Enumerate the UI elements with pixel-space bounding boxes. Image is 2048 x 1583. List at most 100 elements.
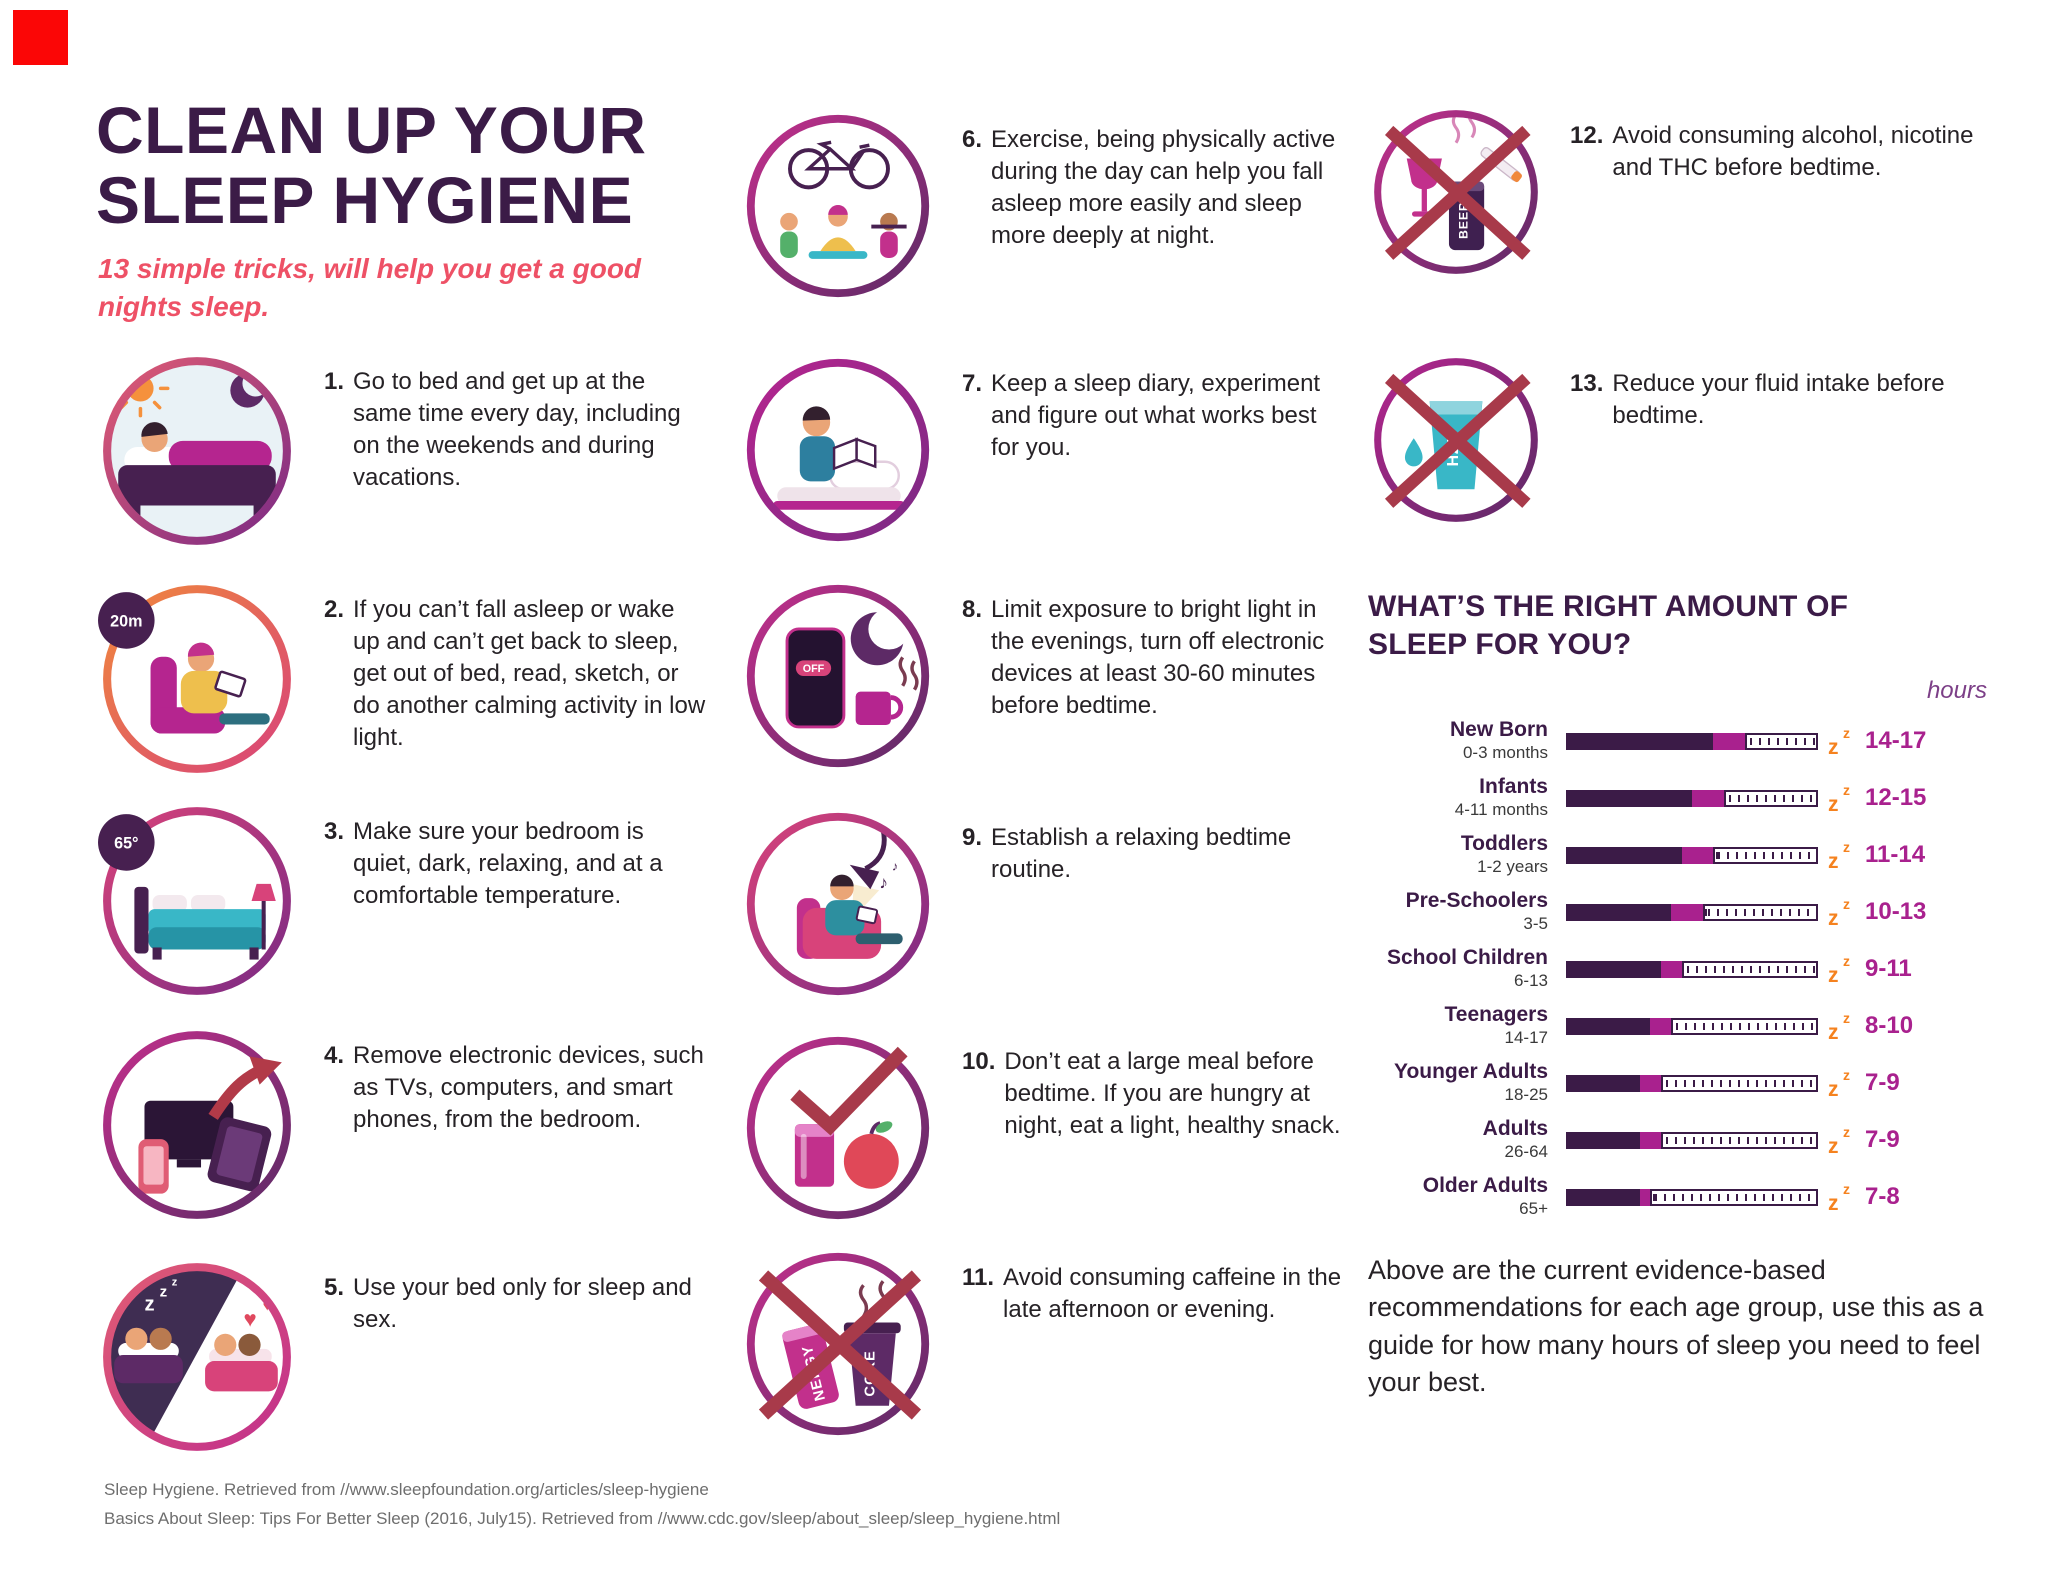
no-caffeine-icon: NERGY COKE [740, 1246, 936, 1442]
hours-value: 9-11 [1865, 955, 1912, 983]
footer-citations: Sleep Hygiene. Retrieved from //www.slee… [104, 1476, 1060, 1534]
age-range-label: 1-2 years [1477, 857, 1548, 877]
sleep-bar [1566, 732, 1818, 750]
sleep-bar [1566, 1074, 1818, 1092]
tip-number: 2. [324, 596, 345, 623]
bedtime-routine-icon: ♪ ♪ [740, 806, 936, 1002]
tip-number: 6. [962, 126, 983, 153]
tip-body: Reduce your fluid intake before bedtime. [1612, 370, 1945, 429]
age-range-label: 0-3 months [1462, 743, 1548, 763]
tip-number: 13. [1570, 370, 1604, 397]
citation-line-2: Basics About Sleep: Tips For Better Slee… [104, 1508, 1061, 1528]
svg-text:z: z [144, 1294, 154, 1316]
no-alcohol-icon: BEER [1368, 104, 1544, 280]
age-group-label: Adults [1482, 1117, 1548, 1141]
tip-item-12: BEER 12. Avoid consuming alcohol, nicotin… [1368, 104, 1980, 280]
tip-item-3: 65° 3. Make sure your bedroom is quiet, d… [96, 800, 706, 1002]
remove-devices-icon [96, 1024, 298, 1226]
tip-body: Establish a relaxing bedtime routine. [991, 824, 1292, 883]
no-fluids-icon: H20 [1368, 352, 1544, 528]
age-range-label: 3-5 [1523, 914, 1548, 934]
tip-number: 4. [324, 1042, 345, 1069]
age-group-label: New Born [1449, 718, 1548, 742]
chart-heading: WHAT’S THE RIGHT AMOUNT OF SLEEP FOR YOU… [1368, 590, 1849, 662]
tip-body: Don’t eat a large meal before bedtime. I… [1004, 1048, 1341, 1139]
hours-value: 7-9 [1865, 1126, 1900, 1154]
age-group-label: Older Adults [1422, 1174, 1548, 1198]
tip-body: Avoid consuming alcohol, nicotine and TH… [1612, 122, 1974, 181]
svg-text:OFF: OFF [803, 663, 825, 675]
tip-number: 11. [962, 1264, 995, 1291]
age-range-label: 18-25 [1504, 1085, 1548, 1105]
sleep-hours-chart: WHAT’S THE RIGHT AMOUNT OF SLEEP FOR YOU… [1368, 588, 1993, 1226]
brand-mark [13, 10, 68, 65]
sleep-bar [1566, 903, 1818, 921]
tip-body: Limit exposure to bright light in the ev… [991, 596, 1325, 719]
tip-body: Go to bed and get up at the same time ev… [353, 368, 681, 491]
hours-value: 12-15 [1865, 784, 1927, 812]
tip-number: 7. [962, 370, 983, 397]
tip-item-5: z z z ♥ ♥ 5. Use your bed only for sleep … [96, 1256, 706, 1458]
tip-number: 5. [324, 1274, 345, 1301]
age-group-label: Younger Adults [1394, 1060, 1548, 1084]
svg-text:z: z [273, 363, 278, 374]
tip-number: 12. [1570, 122, 1604, 149]
tip-item-6: 6. Exercise, being physically active duri… [740, 108, 1344, 304]
sleep-bar [1566, 1188, 1818, 1206]
citation-line-1: Sleep Hygiene. Retrieved from //www.slee… [104, 1480, 709, 1499]
svg-text:z: z [172, 1276, 178, 1288]
age-range-label: 26-64 [1504, 1142, 1548, 1162]
tip-body: Use your bed only for sleep and sex. [353, 1274, 692, 1333]
tip-item-2: 20m 2. If you can’t fall asleep or wake u… [96, 578, 706, 780]
hours-value: 14-17 [1865, 727, 1927, 755]
hours-value: 10-13 [1865, 898, 1927, 926]
tip-item-7: 7. Keep a sleep diary, experiment and fig… [740, 352, 1344, 548]
sun-moon-bed-icon: z z [96, 350, 298, 552]
tip-item-1: z z 1. Go to bed and get up at the same t… [96, 350, 706, 552]
tip-body: Exercise, being physically active during… [991, 126, 1336, 249]
page-title-line2: SLEEP HYGIENE [96, 162, 634, 237]
tip-number: 9. [962, 824, 983, 851]
thermostat-65-icon: 65° [96, 800, 298, 1002]
sleep-bar [1566, 960, 1818, 978]
age-range-label: 4-11 months [1454, 800, 1548, 820]
exercise-icon [740, 108, 936, 304]
svg-text:z: z [264, 369, 271, 385]
age-range-label: 14-17 [1504, 1028, 1548, 1048]
age-group-label: Toddlers [1460, 832, 1548, 856]
tip-number: 1. [324, 368, 345, 395]
age-group-label: Infants [1479, 775, 1548, 799]
age-group-label: School Children [1386, 946, 1548, 970]
tip-item-13: H20 13. Reduce your fluid intake before b… [1368, 352, 1980, 528]
chart-note: Above are the current evidence-based rec… [1368, 1255, 1984, 1397]
sleep-bar [1566, 846, 1818, 864]
screens-off-icon: OFF [740, 578, 936, 774]
sleep-bar [1566, 1017, 1818, 1035]
svg-text:♥: ♥ [243, 1307, 256, 1332]
tip-number: 10. [962, 1048, 996, 1075]
tip-body: Make sure your bedroom is quiet, dark, r… [353, 818, 663, 909]
tip-body: If you can’t fall asleep or wake up and … [353, 596, 706, 751]
page-title-line1: CLEAN UP YOUR [96, 93, 647, 167]
tip-item-8: OFF 8. Limit exposure to bright light in … [740, 578, 1344, 774]
tip-number: 8. [962, 596, 983, 623]
tip-body: Avoid consuming caffeine in the late aft… [1003, 1264, 1342, 1323]
page-subtitle: 13 simple tricks, will help you get a go… [98, 253, 642, 322]
tip-number: 3. [324, 818, 345, 845]
tip-body: Remove electronic devices, such as TVs, … [353, 1042, 704, 1133]
